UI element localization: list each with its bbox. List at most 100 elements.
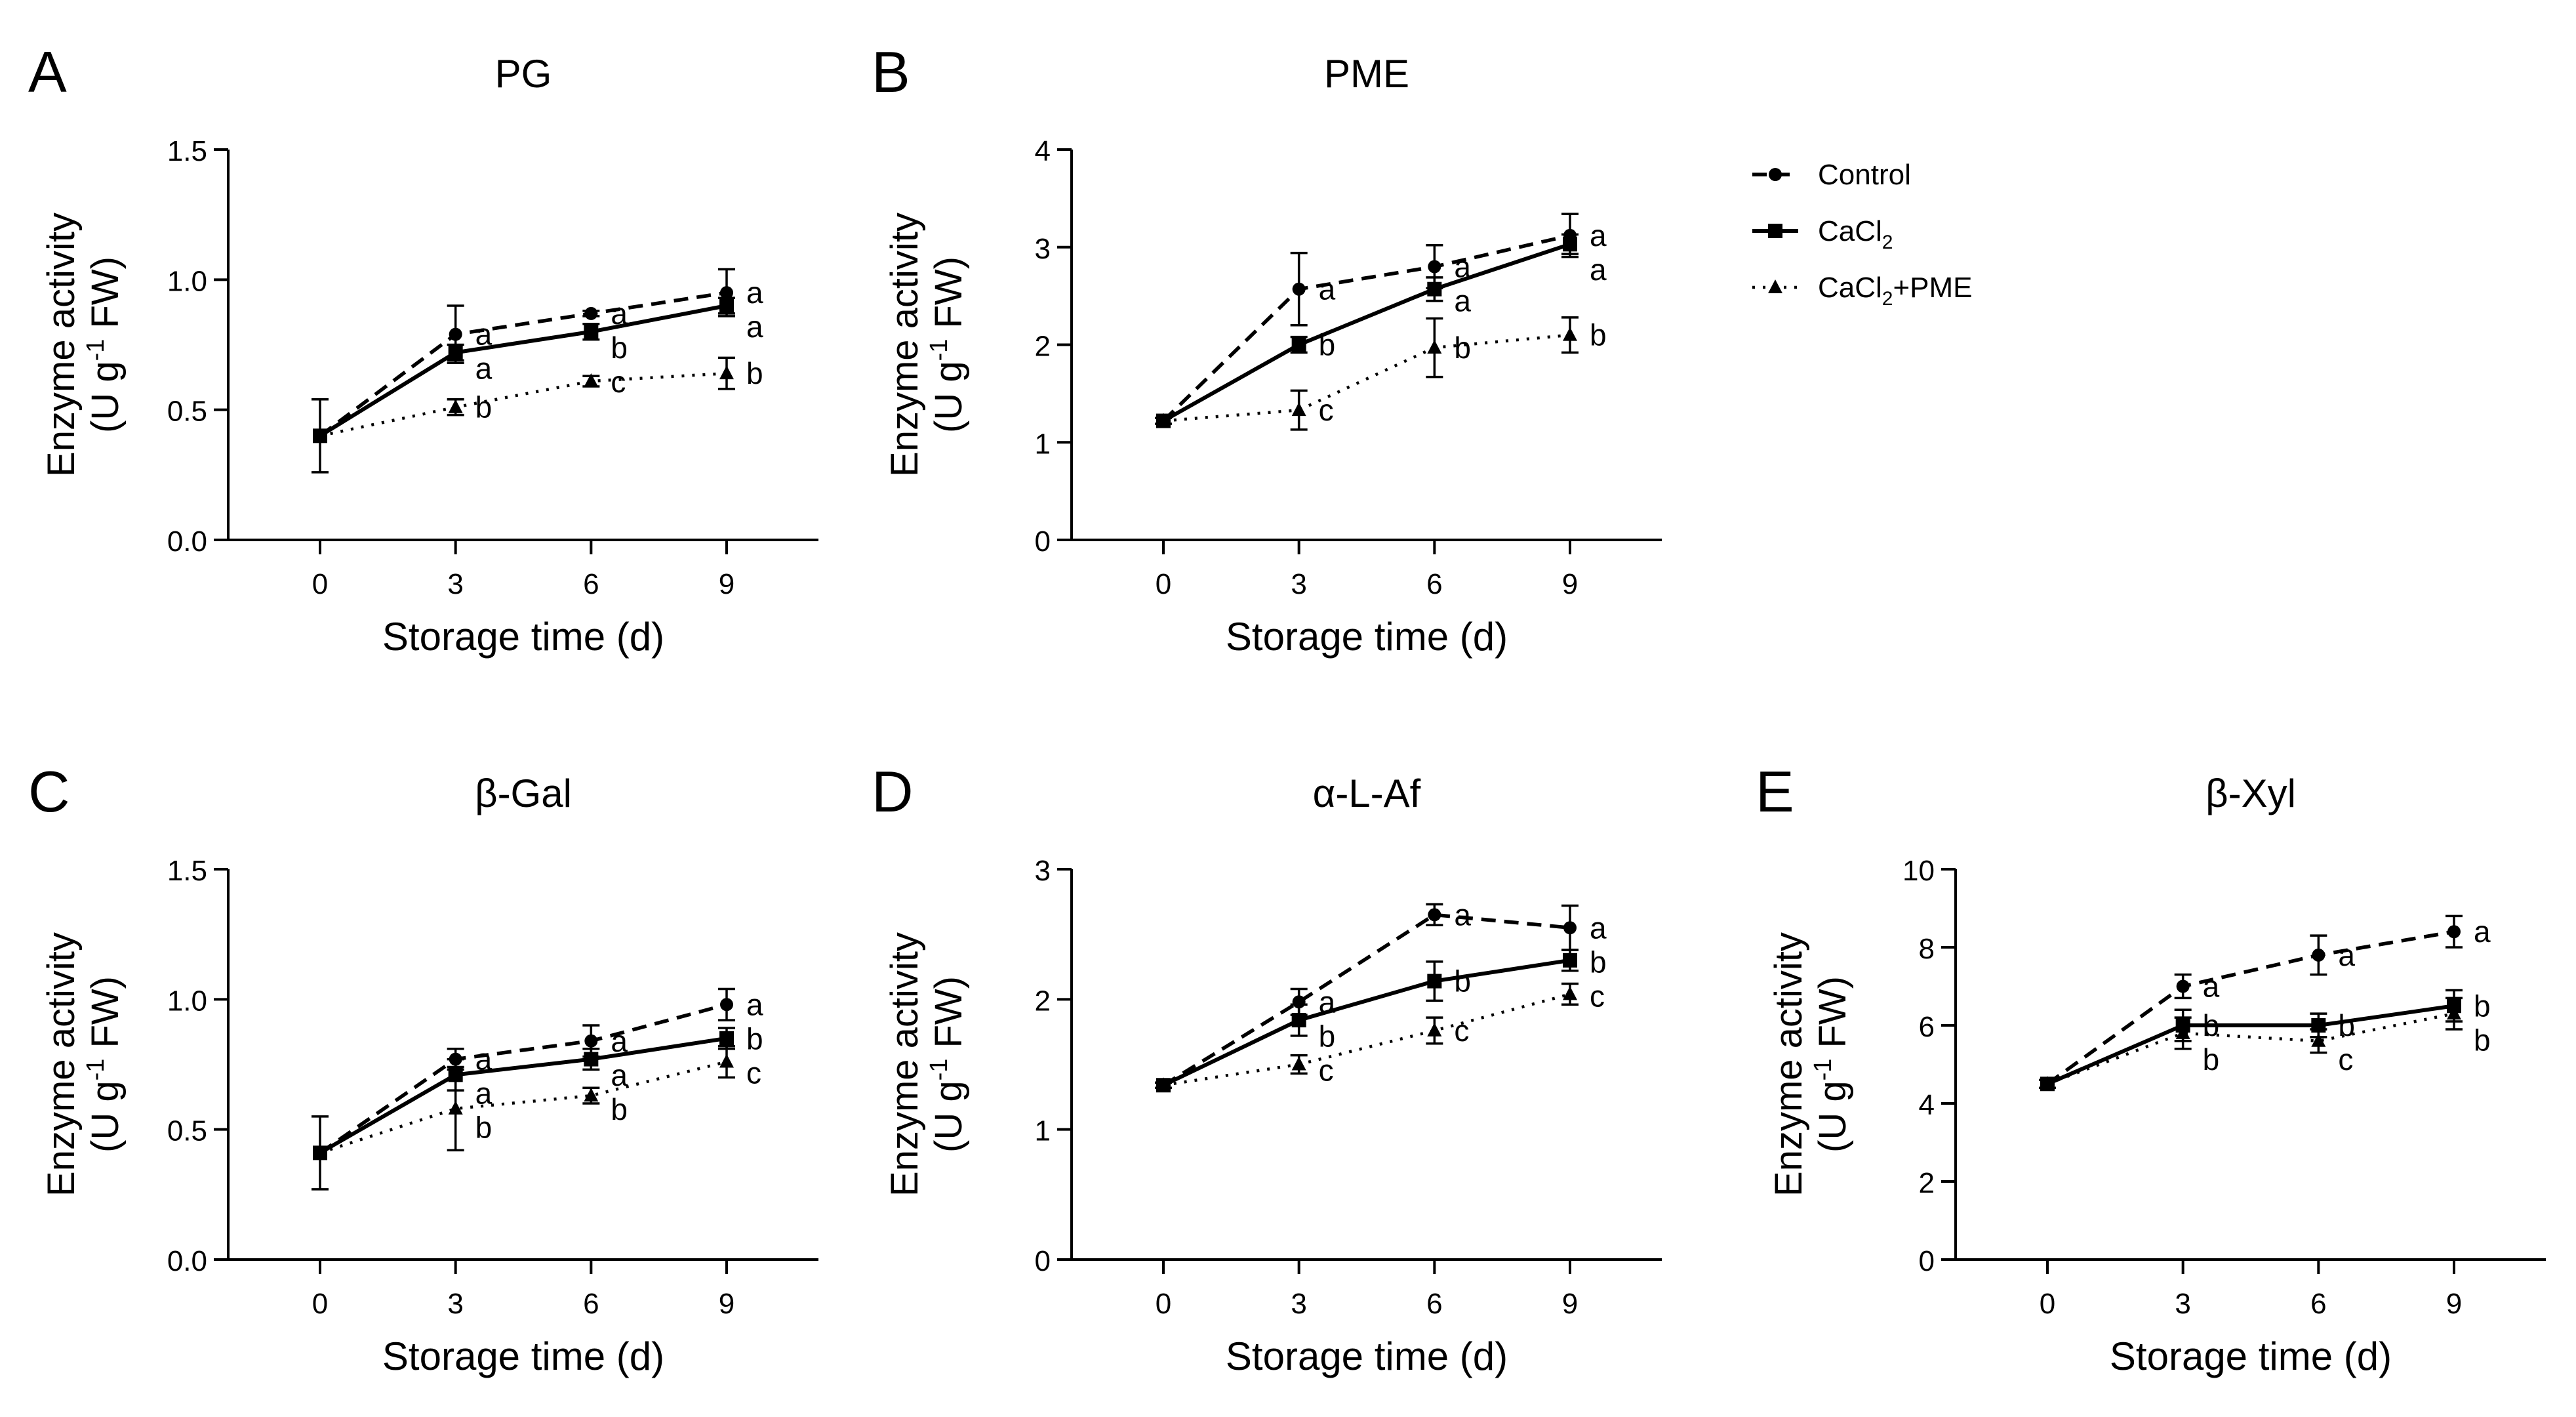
series-cacl2-plus-pme — [1156, 982, 1579, 1092]
panel-title: PME — [1324, 52, 1409, 96]
y-label-tail: FW) — [1811, 976, 1854, 1059]
significance-letter: a — [475, 1077, 493, 1111]
y-label-unit: (U g — [1811, 1080, 1854, 1153]
series-line — [2046, 930, 2455, 1086]
data-point — [720, 998, 733, 1012]
y-tick-label: 1.0 — [167, 265, 207, 297]
data-point — [1291, 1013, 1306, 1028]
significance-letter: a — [1454, 284, 1471, 318]
significance-letter: b — [1319, 328, 1336, 362]
y-axis-label-line2: (U g-1 FW) — [82, 976, 127, 1153]
y-label-unit: (U g — [927, 1080, 970, 1153]
data-point — [584, 373, 599, 388]
significance-letter: a — [1454, 250, 1471, 284]
panel-letter: B — [872, 39, 910, 104]
data-point — [584, 324, 599, 339]
panel-title: PG — [495, 52, 552, 96]
x-tick-label: 3 — [1291, 1288, 1306, 1320]
significance-letter: b — [2203, 1042, 2220, 1077]
legend-label-main: CaCl — [1818, 215, 1882, 247]
panel-letter: C — [28, 759, 70, 824]
y-label-unit: (U g — [84, 361, 127, 433]
y-label-tail: FW) — [84, 976, 127, 1059]
y-axis-label-line2: (U g-1 FW) — [925, 257, 970, 433]
y-axis-label-line2: (U g-1 FW) — [925, 976, 970, 1153]
series-line — [319, 304, 727, 438]
legend-label: CaCl2+PME — [1818, 272, 1973, 310]
data-point — [313, 1145, 327, 1159]
data-point — [1291, 337, 1306, 352]
legend-marker — [1768, 224, 1782, 238]
y-tick-label: 0.0 — [167, 525, 207, 558]
legend-label-main: Control — [1818, 159, 1911, 191]
data-point — [2040, 1076, 2055, 1090]
y-label-tail: FW) — [84, 257, 127, 339]
significance-letter: b — [475, 1111, 493, 1145]
data-point — [584, 306, 598, 320]
legend-label-main: CaCl — [1818, 272, 1882, 304]
legend-label-tail: +PME — [1893, 272, 1972, 304]
series-line — [1162, 234, 1571, 422]
series-line — [2046, 1004, 2455, 1086]
series-line — [319, 1002, 727, 1155]
series-control — [2041, 914, 2463, 1091]
significance-letter: c — [611, 365, 626, 399]
data-point — [1292, 282, 1306, 296]
y-tick-label: 3 — [1035, 855, 1051, 887]
significance-letter: b — [1319, 1019, 1336, 1053]
significance-letter: b — [746, 356, 763, 390]
y-tick-label: 0 — [1035, 525, 1051, 558]
legend-entry-control: Control — [1752, 159, 1911, 191]
y-label-superscript: -1 — [1809, 1059, 1837, 1081]
significance-letter: a — [1590, 253, 1607, 287]
panel-title: α-L-Af — [1313, 771, 1421, 815]
y-label-superscript: -1 — [82, 1059, 110, 1081]
y-tick-label: 0 — [1919, 1245, 1935, 1277]
significance-letter: b — [611, 331, 628, 365]
x-tick-label: 9 — [719, 568, 735, 600]
series-line — [1162, 913, 1571, 1087]
significance-letter: c — [1590, 979, 1605, 1013]
significance-letter: c — [1319, 1053, 1334, 1087]
data-point — [1563, 921, 1577, 935]
panel-letter: D — [872, 759, 914, 824]
significance-letter: a — [746, 987, 763, 1021]
x-axis-label: Storage time (d) — [2110, 1334, 2392, 1378]
x-tick-label: 0 — [1156, 1288, 1171, 1320]
x-tick-label: 6 — [2310, 1288, 2326, 1320]
significance-letter: a — [611, 1024, 628, 1058]
series-line — [1163, 333, 1571, 422]
y-axis-label-line1: Enzyme activity — [1767, 932, 1810, 1197]
y-axis-label-line2: (U g-1 FW) — [82, 257, 127, 433]
series-line — [319, 291, 727, 438]
panel-B: B PME 0 1 2 3 4 0 3 6 9 Storage time (d) Enzyme acti… — [872, 39, 1662, 659]
y-axis-label-line1: Enzyme activity — [40, 932, 83, 1197]
panel-letter: A — [28, 39, 67, 104]
x-tick-label: 3 — [447, 568, 463, 600]
y-label-unit: (U g — [84, 1080, 127, 1153]
data-point — [719, 298, 734, 313]
x-axis-label: Storage time (d) — [1226, 615, 1508, 659]
data-point — [584, 1052, 599, 1067]
significance-letter: b — [475, 390, 493, 424]
data-point — [449, 327, 462, 341]
data-point — [1291, 1056, 1306, 1071]
significance-letter: a — [611, 297, 628, 331]
data-point — [2176, 979, 2190, 993]
y-tick-label: 1.0 — [167, 985, 207, 1017]
data-point — [719, 1054, 734, 1068]
legend-label: CaCl2 — [1818, 215, 1893, 253]
y-tick-label: 0.0 — [167, 1245, 207, 1277]
y-tick-label: 4 — [1919, 1089, 1935, 1121]
series-cacl2 — [1155, 949, 1579, 1093]
data-point — [1563, 953, 1577, 968]
y-label-superscript: -1 — [925, 339, 953, 361]
data-point — [719, 365, 734, 380]
y-axis-label-line1: Enzyme activity — [883, 213, 926, 477]
legend-entry-cacl2-plus-pme: CaCl2+PME — [1752, 272, 1973, 310]
significance-letter: a — [611, 1058, 628, 1092]
data-point — [1427, 1022, 1442, 1037]
data-point — [720, 286, 733, 300]
